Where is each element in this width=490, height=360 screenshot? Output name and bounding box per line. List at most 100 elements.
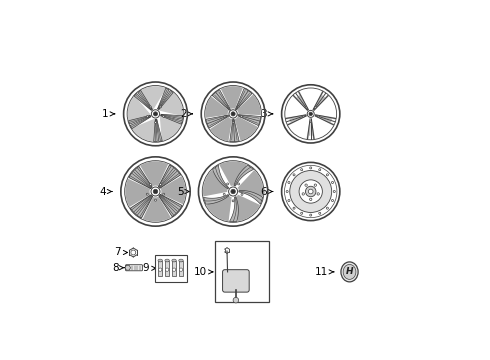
Ellipse shape: [172, 259, 176, 262]
Ellipse shape: [341, 262, 358, 282]
Circle shape: [223, 193, 225, 195]
Polygon shape: [315, 96, 325, 108]
Circle shape: [310, 214, 312, 216]
Bar: [179, 261, 183, 276]
Circle shape: [147, 193, 148, 195]
Polygon shape: [290, 116, 304, 123]
Polygon shape: [311, 119, 315, 139]
Circle shape: [282, 162, 340, 221]
Circle shape: [309, 112, 313, 116]
Text: 3: 3: [260, 109, 272, 119]
Circle shape: [153, 112, 158, 116]
Circle shape: [233, 297, 239, 303]
Polygon shape: [205, 96, 229, 118]
Polygon shape: [315, 116, 334, 126]
Polygon shape: [288, 116, 306, 126]
Polygon shape: [235, 116, 258, 141]
Polygon shape: [306, 119, 310, 139]
Polygon shape: [213, 165, 229, 189]
Polygon shape: [134, 94, 152, 111]
Text: 4: 4: [99, 186, 112, 197]
Bar: [215, 242, 269, 302]
Polygon shape: [314, 95, 329, 111]
Polygon shape: [138, 90, 152, 110]
Polygon shape: [159, 194, 182, 217]
Bar: [158, 261, 162, 276]
Circle shape: [231, 112, 235, 116]
Polygon shape: [156, 119, 162, 141]
Circle shape: [149, 106, 151, 108]
Polygon shape: [130, 116, 151, 129]
Polygon shape: [158, 165, 181, 188]
Ellipse shape: [343, 264, 356, 279]
Polygon shape: [298, 95, 307, 108]
Text: 5: 5: [177, 186, 190, 197]
Circle shape: [314, 184, 317, 186]
Circle shape: [179, 268, 183, 271]
Ellipse shape: [158, 259, 162, 262]
Polygon shape: [298, 91, 309, 109]
Circle shape: [229, 110, 237, 118]
Polygon shape: [160, 116, 182, 141]
Circle shape: [315, 107, 316, 108]
Circle shape: [288, 199, 290, 202]
Text: 9: 9: [142, 263, 156, 273]
Polygon shape: [161, 115, 182, 124]
Polygon shape: [238, 170, 263, 197]
Circle shape: [159, 268, 162, 271]
Polygon shape: [237, 95, 261, 115]
Circle shape: [293, 174, 295, 176]
Bar: [172, 261, 176, 276]
Bar: [155, 255, 187, 282]
Circle shape: [310, 121, 312, 122]
Circle shape: [151, 187, 160, 196]
Polygon shape: [158, 90, 173, 110]
Polygon shape: [234, 165, 254, 186]
Circle shape: [333, 190, 335, 193]
Circle shape: [301, 212, 303, 214]
Polygon shape: [129, 166, 152, 189]
Circle shape: [305, 184, 307, 186]
FancyBboxPatch shape: [125, 265, 143, 271]
Circle shape: [301, 169, 303, 171]
Polygon shape: [235, 195, 260, 221]
Circle shape: [172, 268, 176, 271]
Circle shape: [318, 116, 319, 117]
Polygon shape: [311, 121, 313, 136]
Circle shape: [154, 199, 156, 201]
Circle shape: [286, 190, 288, 193]
Circle shape: [308, 189, 313, 194]
Circle shape: [227, 183, 228, 185]
Polygon shape: [140, 161, 168, 186]
Circle shape: [293, 207, 295, 209]
Circle shape: [302, 193, 304, 195]
Polygon shape: [206, 115, 229, 128]
Text: 7: 7: [114, 247, 127, 257]
Circle shape: [238, 183, 240, 185]
Circle shape: [332, 199, 334, 202]
Polygon shape: [132, 119, 155, 141]
Polygon shape: [235, 89, 252, 110]
Circle shape: [224, 116, 226, 117]
Circle shape: [326, 174, 328, 176]
Text: H: H: [346, 267, 353, 276]
Polygon shape: [159, 92, 183, 116]
Polygon shape: [161, 176, 186, 204]
Circle shape: [288, 181, 290, 184]
Polygon shape: [230, 119, 239, 141]
Polygon shape: [206, 195, 232, 221]
Polygon shape: [318, 116, 331, 123]
Polygon shape: [286, 114, 306, 120]
Circle shape: [160, 106, 161, 108]
Circle shape: [318, 169, 321, 171]
Polygon shape: [210, 117, 232, 141]
Circle shape: [163, 116, 165, 117]
Circle shape: [231, 189, 235, 194]
Circle shape: [232, 122, 234, 123]
Polygon shape: [154, 119, 157, 141]
Text: 6: 6: [260, 186, 272, 197]
Circle shape: [241, 193, 243, 195]
Bar: [165, 261, 170, 276]
Polygon shape: [130, 195, 153, 218]
Circle shape: [310, 167, 312, 169]
